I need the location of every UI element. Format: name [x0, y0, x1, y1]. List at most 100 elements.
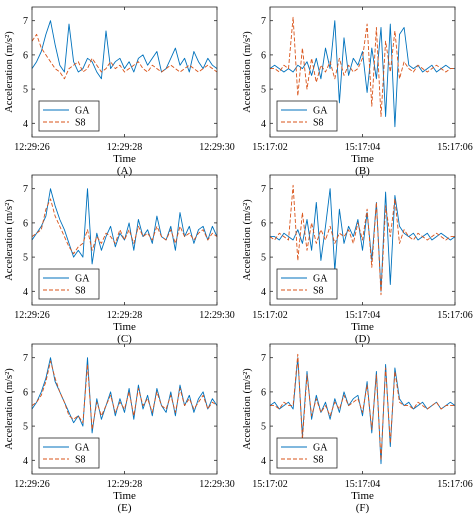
x-tick-label-c: 12:29:28 [107, 310, 143, 321]
y-tick-label-c: 6 [23, 218, 28, 229]
legend-entry-s8-d: S8 [313, 286, 324, 297]
x-tick-label-e: 12:29:30 [199, 479, 235, 490]
series-line-s8-d [269, 184, 455, 296]
x-tick-label-b: 15:17:06 [437, 142, 473, 153]
x-tick-label-c: 12:29:30 [199, 310, 235, 321]
x-axis-label-f: Time [351, 490, 374, 502]
x-axis-label-e: Time [113, 490, 136, 502]
x-tick-label-d: 15:17:04 [345, 310, 381, 321]
y-axis-label-f: Acceleration (m/s²) [242, 368, 253, 450]
y-tick-label-a: 5 [23, 85, 28, 96]
panel-label-b: (B) [355, 165, 370, 177]
y-tick-label-b: 4 [261, 119, 266, 130]
panel-label-c: (C) [117, 333, 132, 345]
y-tick-label-c: 5 [23, 253, 28, 264]
y-axis-label-b: Acceleration (m/s²) [242, 31, 253, 113]
y-tick-label-d: 6 [261, 218, 266, 229]
legend-entry-ga-e: GA [75, 443, 90, 454]
series-line-ga-e [31, 357, 218, 434]
y-tick-label-a: 4 [23, 119, 28, 130]
series-line-ga-c [31, 188, 218, 265]
x-tick-label-b: 15:17:02 [252, 142, 288, 153]
series-line-s8-c [31, 198, 218, 255]
y-tick-label-f: 7 [261, 353, 266, 364]
x-tick-label-e: 12:29:26 [14, 479, 50, 490]
x-tick-label-f: 15:17:02 [252, 479, 288, 490]
legend-entry-ga-b: GA [313, 106, 328, 117]
x-tick-label-a: 12:29:28 [107, 142, 143, 153]
legend-entry-s8-b: S8 [313, 118, 324, 129]
x-tick-label-b: 15:17:04 [345, 142, 381, 153]
y-tick-label-f: 5 [261, 422, 266, 433]
y-tick-label-d: 5 [261, 253, 266, 264]
series-line-s8-b [270, 16, 455, 117]
x-tick-label-d: 15:17:06 [437, 310, 473, 321]
panel-b: 4 5 6 7 15:17:02 15:17:04 15:17:06 Time Accelera… [242, 6, 473, 177]
x-tick-label-f: 15:17:06 [437, 479, 473, 490]
y-tick-label-c: 7 [23, 184, 28, 195]
panel-label-f: (F) [356, 502, 370, 514]
panel-d: 4 5 6 7 15:17:02 15:17:04 15:17:06 Time Accelera… [242, 174, 473, 345]
panel-label-e: (E) [117, 502, 131, 514]
legend-entry-ga-d: GA [313, 274, 328, 285]
y-tick-label-a: 7 [23, 16, 28, 27]
y-tick-label-e: 7 [23, 353, 28, 364]
x-tick-label-c: 12:29:26 [14, 310, 50, 321]
series-line-ga-f [269, 357, 456, 465]
x-tick-label-f: 15:17:04 [345, 479, 381, 490]
panel-label-a: (A) [117, 165, 133, 177]
x-tick-label-d: 15:17:02 [252, 310, 288, 321]
y-tick-label-e: 5 [23, 422, 28, 433]
legend-entry-ga-f: GA [313, 443, 328, 454]
series-line-ga-a [31, 20, 218, 80]
y-axis-label-d: Acceleration (m/s²) [242, 199, 253, 281]
y-axis-label-a: Acceleration (m/s²) [4, 31, 15, 113]
y-tick-label-b: 5 [261, 85, 266, 96]
legend-entry-s8-f: S8 [313, 455, 324, 466]
y-axis-label-c: Acceleration (m/s²) [4, 199, 15, 281]
legend-box-d [276, 268, 338, 300]
series-line-s8-a [31, 33, 218, 80]
panel-c: 4 5 6 7 12:29:26 12:29:28 12:29:30 Time Accelera… [4, 174, 235, 345]
x-axis-label-a: Time [113, 153, 136, 165]
legend-entry-s8-a: S8 [75, 118, 86, 129]
y-tick-label-f: 6 [261, 387, 266, 398]
legend-entry-s8-e: S8 [75, 455, 86, 466]
legend-box-e [38, 437, 100, 469]
series-line-s8-f [270, 353, 455, 461]
legend-box-b [276, 100, 338, 132]
x-axis-label-b: Time [351, 153, 374, 165]
y-tick-label-d: 7 [261, 184, 266, 195]
y-tick-label-a: 6 [23, 50, 28, 61]
legend-entry-ga-a: GA [75, 106, 90, 117]
x-axis-label-c: Time [113, 321, 136, 333]
legend-box-f [276, 437, 338, 469]
x-axis-label-d: Time [351, 321, 374, 333]
series-line-ga-d [270, 188, 456, 292]
x-tick-label-a: 12:29:26 [14, 142, 50, 153]
y-tick-label-b: 6 [261, 50, 266, 61]
panel-f: 4 5 6 7 15:17:02 15:17:04 15:17:06 Time Accelera… [242, 343, 473, 514]
legend-entry-s8-c: S8 [75, 286, 86, 297]
y-tick-label-d: 4 [261, 287, 266, 298]
legend-box-a [38, 100, 100, 132]
panel-label-d: (D) [355, 333, 371, 345]
y-axis-label-e: Acceleration (m/s²) [4, 368, 15, 450]
y-tick-label-e: 4 [23, 456, 28, 467]
legend-entry-ga-c: GA [75, 274, 90, 285]
y-tick-label-e: 6 [23, 387, 28, 398]
y-tick-label-c: 4 [23, 287, 28, 298]
x-tick-label-a: 12:29:30 [199, 142, 235, 153]
y-tick-label-b: 7 [261, 16, 266, 27]
panel-a: 4 5 6 7 12:29:26 12:29:28 12:29:30 Time Accelera… [4, 6, 235, 177]
legend-box-c [38, 268, 100, 300]
y-tick-label-f: 4 [261, 456, 266, 467]
x-tick-label-e: 12:29:28 [107, 479, 143, 490]
